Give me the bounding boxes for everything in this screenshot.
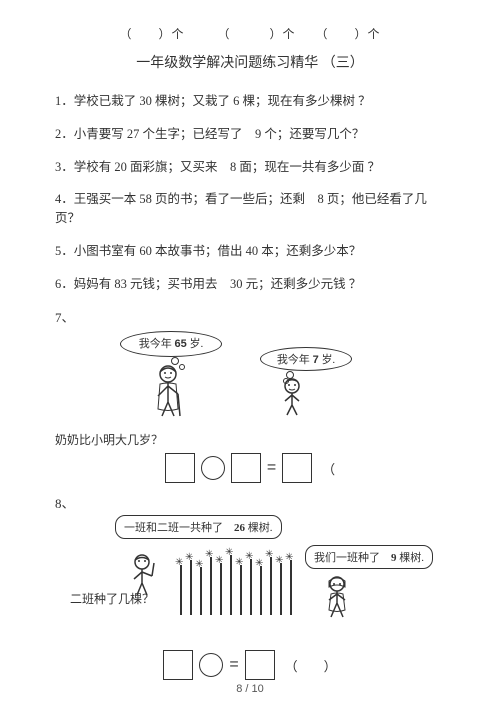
q8-label: 8、 — [55, 493, 445, 512]
q7-prompt: 奶奶比小明大几岁？ — [55, 431, 445, 448]
answer-box[interactable] — [231, 453, 261, 483]
question-7: 7、 我今年 65 岁. 我今年 7 岁. — [55, 307, 445, 483]
answer-box[interactable] — [282, 453, 312, 483]
q8-equation: = （ ） — [55, 650, 445, 680]
page-number: 8 / 10 — [0, 683, 500, 695]
child-speech-bubble: 我今年 7 岁. — [260, 347, 352, 371]
answer-box[interactable] — [245, 650, 275, 680]
q8-prompt: 二班种了几棵？ — [70, 590, 154, 607]
unit-paren: （ ） — [285, 656, 337, 675]
question-1: 1．学校已栽了 30 棵树；又栽了 6 棵；现在有多少棵树 ？ — [55, 92, 445, 111]
girl-figure — [320, 575, 355, 620]
operator-circle[interactable] — [199, 653, 223, 677]
answer-box[interactable] — [163, 650, 193, 680]
unit-paren: （ — [322, 459, 335, 478]
worksheet-page: （ ）个 （ ）个 （ ）个 一年级数学解决问题练习精华 （三） 1．学校已栽了… — [0, 0, 500, 707]
q8-scene: 一班和二班一共种了 26 棵树. 我们一班种了 9 棵树. — [75, 515, 445, 645]
answer-box[interactable] — [165, 453, 195, 483]
trees-illustration — [175, 550, 305, 615]
worksheet-title: 一年级数学解决问题练习精华 （三） — [55, 52, 445, 72]
question-5: 5．小图书室有 60 本故事书；借出 40 本；还剩多少本？ — [55, 242, 445, 261]
q7-scene: 我今年 65 岁. 我今年 7 岁. — [95, 329, 445, 429]
class1-bubble: 我们一班种了 9 棵树. — [305, 545, 433, 569]
question-2: 2．小青要写 27 个生字；已经写了 9 个；还要写几个？ — [55, 125, 445, 144]
top-fill-blanks: （ ）个 （ ）个 （ ）个 — [55, 25, 445, 42]
class-total-bubble: 一班和二班一共种了 26 棵树. — [115, 515, 282, 539]
question-8: 8、 一班和二班一共种了 26 棵树. 我们一班种了 9 棵树. — [55, 493, 445, 680]
question-4: 4．王强买一本 58 页的书；看了一些后；还剩 8 页；他已经看了几页？ — [55, 190, 445, 228]
child-figure — [275, 377, 310, 417]
equals-sign: = — [267, 459, 276, 477]
question-3: 3．学校有 20 面彩旗；又买来 8 面；现在一共有多少面 ？ — [55, 158, 445, 177]
q7-label: 7、 — [55, 307, 445, 326]
operator-circle[interactable] — [201, 456, 225, 480]
grandma-figure — [150, 364, 190, 419]
equals-sign: = — [229, 656, 238, 674]
q7-equation: = （ — [55, 453, 445, 483]
question-6: 6．妈妈有 83 元钱；买书用去 30 元；还剩多少元钱 ？ — [55, 275, 445, 294]
grandma-speech-bubble: 我今年 65 岁. — [120, 331, 222, 357]
